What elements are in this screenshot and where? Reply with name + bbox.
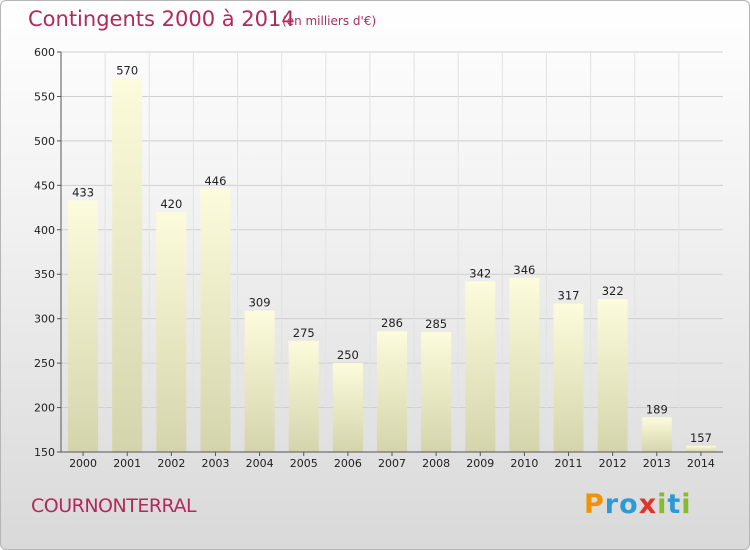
bar [421,332,452,452]
x-tick-label: 2004 [246,457,274,470]
y-tick-label: 250 [34,357,55,370]
proxiti-logo: Proxiti [584,489,692,520]
bars: 433 570 420 446 309 275 250 286 285 342 346 317 322 1… [68,64,716,453]
y-tick-label: 400 [34,224,55,237]
bar-value-label: 157 [690,431,712,445]
bar-value-label: 346 [513,263,535,277]
bar-value-label: 309 [249,296,271,310]
x-tick-label: 2010 [510,457,538,470]
bar-value-label: 250 [337,348,359,362]
x-tick-label: 2011 [555,457,583,470]
chart-title: Contingents 2000 à 2014 [28,7,295,31]
bar-value-label: 322 [602,284,624,298]
bar [112,78,143,453]
y-tick-label: 500 [34,135,55,148]
x-tick-label: 2014 [687,457,715,470]
bar [641,417,672,452]
x-tick-label: 2006 [334,457,362,470]
x-tick-label: 2013 [643,457,671,470]
logo-letter: i [657,489,668,520]
bar-value-label: 433 [72,185,94,199]
axes: 150 200 250 300 350 400 450 500 550 600 2000 2001 20… [34,46,723,470]
x-tick-label: 2005 [290,457,318,470]
logo-letter: o [619,489,639,520]
commune-name: COURNONTERRAL [31,495,197,517]
y-tick-label: 150 [34,446,55,459]
x-tick-label: 2007 [378,457,406,470]
x-tick-label: 2000 [69,457,97,470]
bar [244,310,275,452]
y-tick-label: 600 [34,46,55,59]
logo-letter: r [604,489,620,520]
bar-value-label: 570 [116,64,138,78]
bar [553,303,584,452]
y-tick-label: 550 [34,90,55,103]
bar [332,363,363,452]
bar-value-label: 420 [160,197,182,211]
bar [156,212,187,452]
logo-letter: i [681,489,692,520]
bar-value-label: 446 [204,174,226,188]
y-tick-label: 450 [34,179,55,192]
x-tick-label: 2009 [466,457,494,470]
bar-value-label: 286 [381,316,403,330]
bar [597,299,628,452]
y-tick-label: 350 [34,268,55,281]
logo-letter: t [667,489,682,520]
x-tick-label: 2012 [599,457,627,470]
y-tick-label: 300 [34,313,55,326]
x-tick-label: 2008 [422,457,450,470]
bar [288,340,319,452]
logo-letter: x [638,489,658,520]
bar [685,445,716,452]
x-tick-label: 2001 [113,457,141,470]
y-tick-label: 200 [34,402,55,415]
bar-value-label: 342 [469,266,491,280]
bar [68,200,99,452]
bar [509,277,540,452]
x-tick-label: 2002 [157,457,185,470]
logo-letter: P [584,489,605,520]
x-tick-label: 2003 [201,457,229,470]
chart-unit-note: (en milliers d'€) [282,14,377,28]
bar [377,331,407,452]
bar-value-label: 285 [425,317,447,331]
bar-value-label: 189 [646,402,668,416]
bar-value-label: 275 [293,326,315,340]
bar-value-label: 317 [558,289,580,303]
bar [200,188,231,452]
bar [465,281,496,452]
